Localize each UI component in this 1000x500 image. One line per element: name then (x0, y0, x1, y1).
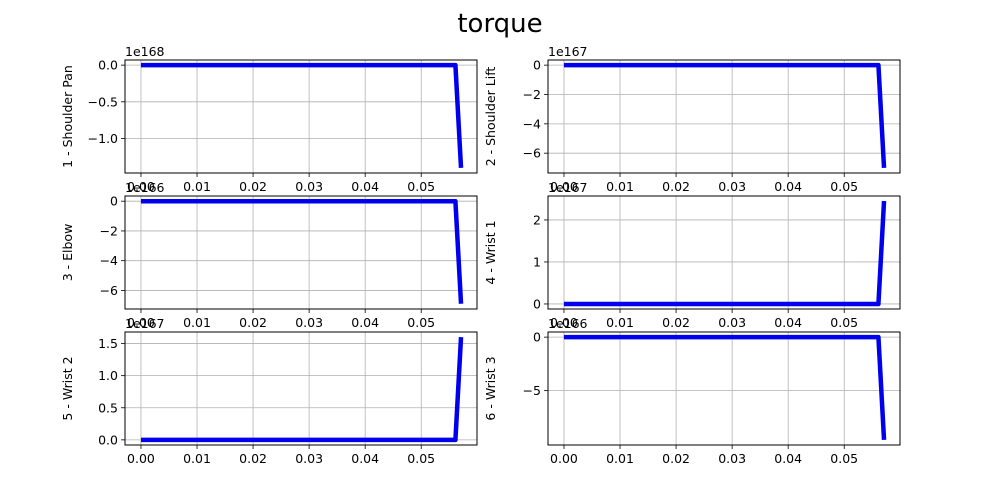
y-axis-label: 6 - Wrist 3 (483, 356, 498, 420)
axes-frame (547, 195, 901, 310)
x-tick-label: 0.05 (830, 451, 858, 466)
y-axis-label: 1 - Shoulder Pan (60, 65, 75, 168)
torque-series-line (563, 200, 887, 307)
x-tick-label: 0.02 (239, 315, 267, 330)
subplot-6: 0.00 0.01 0.02 0.03 0.04 0.05 0 −5 1e166 6 - Wris… (483, 316, 901, 466)
y-offset-text: 1e167 (125, 316, 165, 331)
axes-frame (124, 195, 478, 310)
y-tick-label: −2 (100, 223, 118, 238)
y-tick-label: 1.0 (98, 368, 118, 383)
y-tick-label: −4 (100, 253, 118, 268)
x-tick-label: 0.02 (662, 315, 690, 330)
x-tick-label: 0.03 (718, 315, 746, 330)
y-tick-label: 0.0 (98, 58, 118, 73)
torque-series-line (140, 62, 464, 168)
x-tick-label: 0.03 (718, 451, 746, 466)
x-tick-label: 0.04 (774, 179, 802, 194)
x-tick-label: 0.03 (295, 179, 323, 194)
y-tick-label: −4 (523, 116, 541, 131)
x-tick-label: 0.00 (550, 315, 578, 330)
y-tick-label: 0 (533, 330, 541, 345)
y-tick-label: 0 (533, 296, 541, 311)
axes-frame (547, 59, 901, 174)
x-tick-label: 0.00 (550, 179, 578, 194)
x-tick-label: 0.01 (183, 451, 211, 466)
y-offset-text: 1e166 (548, 316, 588, 331)
x-tick-label: 0.00 (127, 451, 155, 466)
y-tick-label: 0 (533, 58, 541, 73)
y-tick-label: 1.5 (98, 336, 118, 351)
subplot-2: 0.00 0.01 0.02 0.03 0.04 0.05 0 −2 −4 −6 1e167 2 - … (483, 44, 901, 194)
axes-frame (547, 331, 901, 446)
x-tick-label: 0.04 (351, 451, 379, 466)
torque-series-line (563, 334, 887, 440)
x-tick-label: 0.00 (127, 315, 155, 330)
x-tick-label: 0.03 (295, 451, 323, 466)
x-tick-label: 0.05 (830, 315, 858, 330)
y-tick-label: 1 (533, 254, 541, 269)
y-axis-label: 2 - Shoulder Lift (483, 67, 498, 167)
figure-title: torque (457, 9, 542, 39)
y-tick-label: 0.0 (98, 432, 118, 447)
x-tick-label: 0.04 (351, 315, 379, 330)
y-tick-label: −0.5 (88, 94, 118, 109)
axes-frame (124, 331, 478, 446)
x-tick-label: 0.05 (407, 179, 435, 194)
x-tick-label: 0.01 (606, 451, 634, 466)
x-tick-label: 0.00 (550, 451, 578, 466)
x-tick-label: 0.04 (774, 451, 802, 466)
x-tick-label: 0.02 (662, 451, 690, 466)
x-tick-label: 0.00 (127, 179, 155, 194)
y-tick-label: −2 (523, 87, 541, 102)
x-tick-label: 0.03 (295, 315, 323, 330)
x-tick-label: 0.05 (407, 451, 435, 466)
x-tick-label: 0.01 (606, 179, 634, 194)
y-offset-text: 1e167 (548, 44, 588, 59)
y-tick-label: −5 (523, 383, 541, 398)
y-axis-label: 4 - Wrist 1 (483, 220, 498, 284)
x-tick-label: 0.02 (239, 451, 267, 466)
x-tick-label: 0.05 (407, 315, 435, 330)
x-tick-label: 0.04 (351, 179, 379, 194)
y-tick-label: 0.5 (98, 400, 118, 415)
axes-frame (124, 59, 478, 174)
torque-series-line (140, 337, 464, 443)
x-tick-label: 0.02 (662, 179, 690, 194)
x-tick-label: 0.03 (718, 179, 746, 194)
y-offset-text: 1e168 (125, 44, 165, 59)
torque-series-line (563, 62, 887, 168)
subplot-3: 0.00 0.01 0.02 0.03 0.04 0.05 0 −2 −4 −6 1e166 3 - … (60, 180, 478, 330)
y-axis-label: 5 - Wrist 2 (60, 356, 75, 420)
x-tick-label: 0.01 (606, 315, 634, 330)
x-tick-label: 0.05 (830, 179, 858, 194)
x-tick-label: 0.01 (183, 179, 211, 194)
y-offset-text: 1e166 (125, 180, 165, 195)
y-axis-label: 3 - Elbow (60, 224, 75, 282)
y-tick-label: −6 (523, 146, 541, 161)
y-tick-label: 2 (533, 212, 541, 227)
x-tick-label: 0.02 (239, 179, 267, 194)
subplot-5: 0.00 0.01 0.02 0.03 0.04 0.05 0.0 0.5 1.0 1.5 1e16… (60, 316, 478, 466)
y-tick-label: −6 (100, 283, 118, 298)
y-tick-label: −1.0 (88, 131, 118, 146)
y-offset-text: 1e167 (548, 180, 588, 195)
x-tick-label: 0.01 (183, 315, 211, 330)
y-tick-label: 0 (110, 194, 118, 209)
subplot-1: 0.00 0.01 0.02 0.03 0.04 0.05 0.0 −0.5 −1.0 1e168… (60, 44, 478, 194)
x-tick-label: 0.04 (774, 315, 802, 330)
subplot-4: 0.00 0.01 0.02 0.03 0.04 0.05 0 1 2 1e167 4 - Wris… (483, 180, 901, 330)
torque-series-line (140, 198, 464, 304)
